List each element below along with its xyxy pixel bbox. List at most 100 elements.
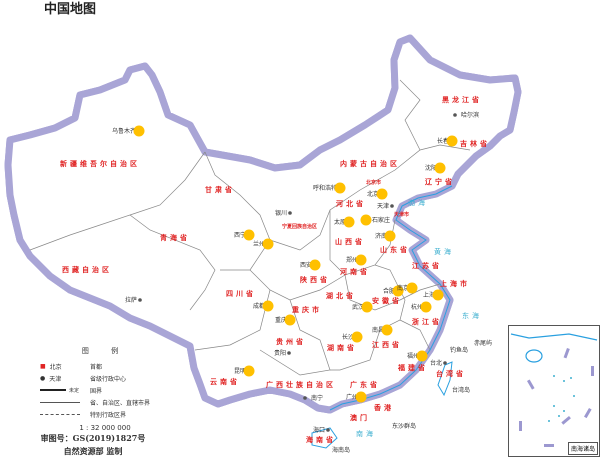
city-dot	[138, 298, 142, 302]
city-label: 南昌	[372, 326, 384, 334]
city-marker[interactable]	[432, 289, 444, 301]
city-marker[interactable]	[420, 301, 432, 313]
city-marker[interactable]	[262, 300, 274, 312]
province-label: 澳门	[350, 413, 370, 422]
city-label: 海口	[313, 426, 325, 434]
province-label: 甘肃省	[205, 185, 235, 194]
city-label: 呼和浩特	[313, 184, 337, 192]
sea-label: 黄海	[434, 247, 454, 256]
city-marker[interactable]	[381, 324, 393, 336]
taiwan-island	[437, 361, 453, 397]
province-label: 内蒙古自治区	[340, 159, 400, 168]
province-label: 辽宁省	[425, 177, 455, 186]
city-label: 天津	[377, 203, 389, 210]
legend-item: 特别行政区界	[40, 408, 170, 420]
city-marker[interactable]	[262, 238, 274, 250]
city-marker[interactable]	[384, 230, 396, 242]
city-label: 石家庄	[372, 216, 390, 224]
map-scale: 1 : 32 000 000	[79, 424, 131, 432]
province-labels: 新疆维吾尔自治区 西藏自治区 青海省 甘肃省 内蒙古自治区 黑龙江省 吉林省 辽…	[60, 95, 487, 444]
approval-block: 审图号：GS(2019)1827号 自然资源部 监制	[28, 432, 158, 458]
province-borders	[29, 79, 471, 376]
city-label: 南京	[397, 284, 409, 292]
city-marker[interactable]	[446, 135, 458, 147]
province-label: 广东省	[350, 380, 380, 389]
city-label: 长春	[437, 137, 449, 145]
province-label: 广西壮族自治区	[266, 380, 336, 389]
province-label: 重庆市	[292, 305, 322, 314]
province-label: 湖北省	[326, 291, 356, 300]
province-label: 四川省	[226, 289, 256, 298]
city-marker[interactable]	[334, 182, 346, 194]
sea-labels: 渤海 黄海 东海 南海	[356, 198, 482, 438]
province-label: 北京市	[366, 179, 381, 186]
city-marker[interactable]	[406, 282, 418, 294]
city-label: 银川	[275, 209, 287, 217]
sea-label: 南海	[356, 429, 376, 438]
city-dot	[326, 428, 330, 432]
province-label: 河南省	[340, 267, 370, 276]
city-label: 太原	[334, 218, 346, 226]
legend-label: 省、自治区、直辖市界	[90, 399, 151, 407]
legend-sample: 北京	[49, 363, 62, 371]
city-label: 西宁	[234, 231, 246, 239]
island-label: 东沙群岛	[392, 422, 416, 430]
city-marker[interactable]	[243, 365, 255, 377]
city-marker[interactable]	[392, 285, 404, 297]
city-label: 成都	[253, 302, 265, 310]
legend-label: 首都	[90, 363, 103, 371]
city-marker[interactable]	[133, 125, 145, 137]
city-label: 贵阳	[274, 349, 286, 357]
island-label: 海南岛	[332, 446, 350, 454]
city-label: 杭州	[411, 303, 423, 311]
province-label: 江西省	[372, 340, 402, 349]
city-marker[interactable]	[355, 391, 367, 403]
province-label: 黑龙江省	[442, 95, 482, 104]
city-marker[interactable]	[284, 314, 296, 326]
island-labels: 台湾岛 钓鱼岛 赤尾屿 东沙群岛 海南岛	[332, 339, 492, 454]
city-marker[interactable]	[376, 188, 388, 200]
inset-map	[510, 333, 598, 447]
city-marker[interactable]	[434, 162, 446, 174]
city-label: 上海	[423, 291, 435, 299]
city-dot	[303, 396, 307, 400]
legend: 图 例 ■ 北京 首都 ● 天津 省级行政中心 未定 国界 省、自治区、直辖市界 特…	[40, 346, 170, 432]
legend-item: ● 天津 省级行政中心	[40, 372, 170, 384]
sea-label: 东海	[462, 311, 482, 320]
city-marker[interactable]	[343, 216, 355, 228]
city-marker[interactable]	[351, 331, 363, 343]
city-label: 合肥	[383, 287, 395, 295]
province-label: 福建省	[397, 363, 428, 372]
province-label: 云南省	[210, 377, 240, 386]
city-marker[interactable]	[243, 229, 255, 241]
city-marker[interactable]	[309, 259, 321, 271]
island-label: 钓鱼岛	[450, 346, 468, 354]
city-marker[interactable]	[416, 350, 428, 362]
province-label: 台湾省	[436, 369, 466, 378]
city-label: 沈阳	[425, 164, 437, 172]
city-dot	[287, 351, 291, 355]
city-marker[interactable]	[360, 214, 372, 226]
city-marker[interactable]	[355, 254, 367, 266]
legend-item: 未定 国界	[40, 384, 170, 396]
province-label: 香港	[373, 403, 394, 412]
island-label: 赤尾屿	[474, 339, 492, 347]
city-label: 乌鲁木齐	[112, 127, 136, 135]
island-label: 台湾岛	[452, 386, 470, 394]
city-marker[interactable]	[361, 301, 373, 313]
city-label: 重庆	[275, 316, 287, 324]
province-label: 河北省	[336, 199, 366, 208]
city-label: 北京	[367, 190, 379, 198]
provincial-capital-icon: ●	[40, 374, 46, 382]
sea-label: 渤海	[408, 198, 428, 207]
province-label: 陕西省	[300, 275, 330, 284]
national-border-icon	[40, 389, 66, 391]
city-dot	[390, 204, 394, 208]
province-label: 宁夏回族自治区	[282, 223, 317, 230]
city-label: 哈尔滨	[461, 111, 479, 119]
sar-border-icon	[40, 413, 80, 415]
city-label: 武汉	[352, 303, 364, 311]
city-label: 长沙	[342, 333, 354, 341]
legend-label: 特别行政区界	[90, 411, 127, 419]
